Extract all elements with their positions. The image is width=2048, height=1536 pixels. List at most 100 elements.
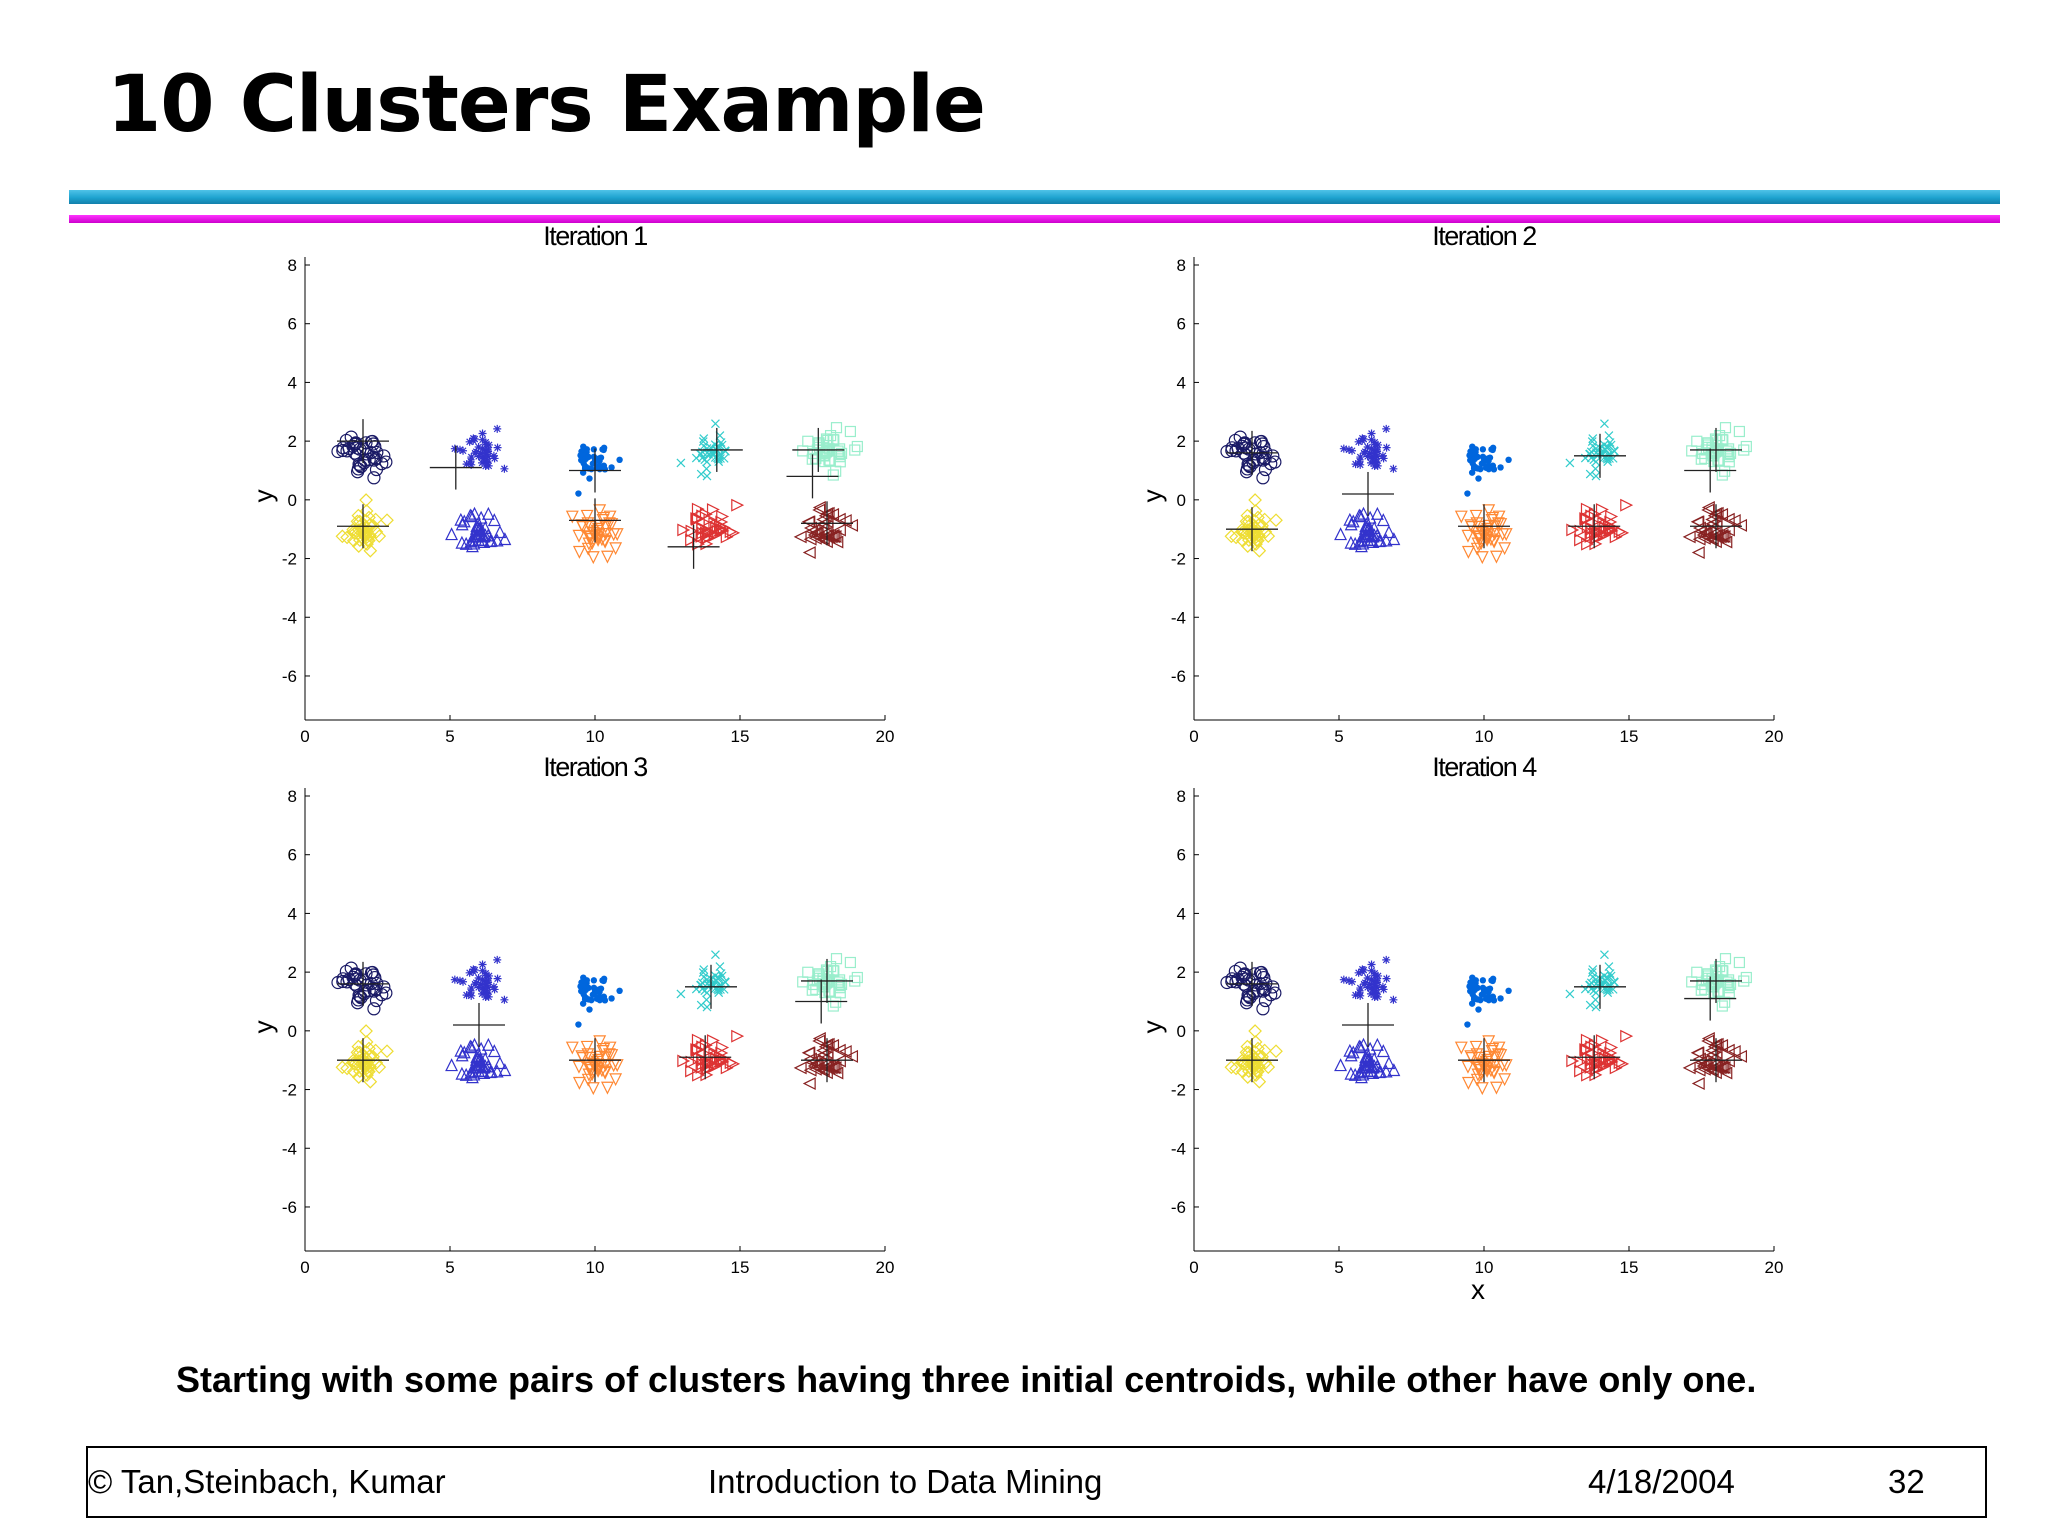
- data-point: [465, 539, 479, 553]
- data-point: [1719, 422, 1732, 434]
- y-tick-label: 2: [288, 432, 297, 451]
- cluster-star: [450, 955, 509, 1004]
- data-point: [1733, 425, 1745, 438]
- title-rule-magenta: [69, 215, 2000, 223]
- y-tick-label: -2: [282, 550, 297, 569]
- data-point: [1475, 551, 1489, 565]
- data-point: [580, 509, 594, 523]
- data-point: [580, 443, 587, 450]
- data-point: [363, 1074, 378, 1089]
- data-point: [586, 1082, 600, 1096]
- data-point: [489, 982, 498, 991]
- data-point: [1248, 520, 1262, 535]
- centroid-marker: [795, 979, 848, 1024]
- data-point: [685, 524, 699, 538]
- data-point: [692, 1068, 706, 1082]
- data-point: [1389, 995, 1398, 1004]
- data-point: [580, 974, 587, 981]
- y-tick-label: 8: [288, 787, 297, 806]
- data-point: [1348, 446, 1357, 455]
- data-point: [493, 974, 502, 983]
- y-tick-label: 6: [1177, 846, 1186, 865]
- data-point: [716, 1041, 730, 1054]
- cluster-circle: [331, 430, 393, 485]
- data-point: [802, 515, 816, 529]
- data-point: [1620, 498, 1634, 512]
- data-point: [1609, 1061, 1623, 1075]
- data-point: [1581, 1068, 1595, 1082]
- data-point: [1579, 512, 1593, 526]
- data-point: [1339, 975, 1348, 984]
- data-point: [1252, 1048, 1267, 1063]
- data-point: [716, 438, 726, 447]
- data-point: [677, 523, 691, 537]
- data-point: [1721, 1043, 1735, 1057]
- data-point: [797, 976, 809, 988]
- data-point: [711, 419, 720, 429]
- data-point: [359, 1051, 373, 1066]
- data-point: [584, 984, 591, 992]
- data-point: [1708, 447, 1720, 459]
- data-point: [500, 464, 509, 473]
- data-point: [1461, 1076, 1475, 1090]
- data-point: [1367, 435, 1376, 444]
- data-point: [1382, 955, 1391, 964]
- data-point: [1606, 521, 1620, 535]
- y-tick-label: 2: [1177, 432, 1186, 451]
- y-tick-label: 0: [288, 1022, 297, 1041]
- data-point: [676, 989, 686, 999]
- cluster-triangle-right: [1566, 1029, 1634, 1082]
- data-point: [812, 500, 826, 514]
- data-point: [1352, 508, 1366, 522]
- data-point: [1258, 524, 1273, 539]
- data-point: [812, 1031, 826, 1045]
- centroid-marker: [1690, 958, 1742, 1003]
- data-point: [1727, 514, 1741, 527]
- data-point: [699, 1038, 713, 1052]
- data-point: [1566, 1054, 1580, 1068]
- data-point: [1379, 533, 1393, 547]
- data-point: [677, 1054, 691, 1068]
- data-point: [377, 980, 391, 994]
- data-point: [459, 446, 468, 455]
- data-point: [1475, 1006, 1482, 1013]
- data-point: [380, 513, 394, 528]
- data-point: [1237, 968, 1251, 982]
- plot-title: Iteration 1: [543, 221, 647, 251]
- data-point: [600, 462, 608, 469]
- data-point: [1258, 462, 1273, 477]
- data-point: [1344, 535, 1358, 549]
- data-point: [698, 968, 708, 978]
- data-point: [851, 971, 863, 984]
- data-point: [481, 1037, 495, 1051]
- data-point: [810, 526, 824, 540]
- data-point: [1224, 529, 1239, 544]
- plot-title: Iteration 3: [543, 752, 647, 782]
- data-point: [727, 1057, 741, 1071]
- data-point: [1595, 1034, 1609, 1048]
- data-point: [1261, 529, 1276, 544]
- data-point: [1588, 507, 1602, 521]
- data-point: [348, 446, 362, 460]
- data-point: [1357, 1037, 1370, 1051]
- data-point: [832, 1054, 846, 1068]
- data-point: [459, 536, 473, 550]
- data-point: [481, 462, 490, 471]
- data-point: [685, 1055, 699, 1069]
- data-point: [1609, 530, 1623, 544]
- data-point: [1343, 512, 1357, 526]
- data-point: [346, 525, 361, 540]
- data-point: [459, 1067, 473, 1081]
- data-point: [1382, 525, 1396, 539]
- data-point: [1591, 1002, 1601, 1012]
- data-point: [1382, 974, 1391, 983]
- data-point: [575, 490, 582, 497]
- data-point: [812, 1034, 826, 1048]
- centroid-marker: [1226, 1038, 1278, 1083]
- data-point: [481, 506, 495, 520]
- data-point: [1701, 500, 1715, 514]
- data-point: [602, 1048, 616, 1062]
- data-point: [465, 1040, 478, 1054]
- data-point: [1592, 1049, 1606, 1063]
